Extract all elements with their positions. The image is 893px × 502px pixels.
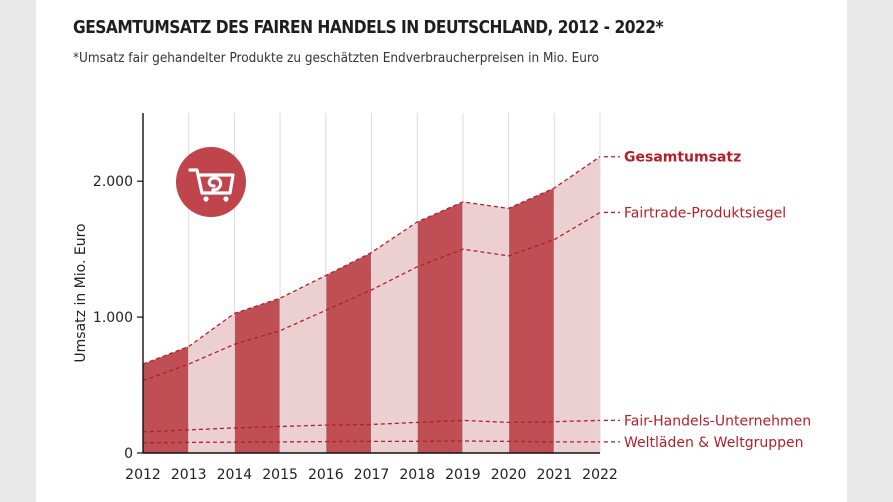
x-tick-label: 2017: [354, 467, 390, 483]
y-tick-label: 0: [124, 446, 133, 462]
series-label-1: Fairtrade-Produktsiegel: [624, 205, 786, 221]
x-tick-label: 2012: [125, 467, 161, 483]
series-label-2: Fair-Handels-Unternehmen: [624, 413, 811, 429]
area-band-2021-2022: [554, 156, 600, 453]
y-tick-label: 1.000: [93, 310, 133, 326]
chart-title: GESAMTUMSATZ DES FAIREN HANDELS IN DEUTS…: [73, 17, 664, 38]
x-tick-label: 2019: [445, 467, 481, 483]
x-tick-label: 2018: [399, 467, 435, 483]
series-label-3: Weltläden & Weltgruppen: [624, 435, 803, 451]
x-tick-label: 2014: [217, 467, 253, 483]
area-band-2019-2020: [462, 201, 509, 453]
area-band-2018-2019: [417, 201, 463, 453]
chart-subtitle: *Umsatz fair gehandelter Produkte zu ges…: [73, 51, 600, 66]
area-band-2015-2016: [280, 275, 326, 453]
area-band-2020-2021: [508, 187, 555, 453]
series-label-0: Gesamtumsatz: [624, 150, 741, 166]
series-line-3: [142, 440, 600, 444]
x-tick-label: 2015: [262, 467, 298, 483]
area-band-2016-2017: [325, 252, 372, 453]
x-tick-label: 2016: [308, 467, 344, 483]
x-tick-label: 2020: [491, 467, 527, 483]
area-band-2013-2014: [188, 313, 235, 453]
area-band-2017-2018: [371, 221, 418, 453]
area-band-2014-2015: [234, 298, 281, 453]
y-axis-label: Umsatz in Mio. Euro: [73, 223, 89, 362]
shopping-cart-icon: [176, 147, 246, 217]
y-tick-label: 2.000: [93, 174, 133, 190]
area-band-2012-2013: [143, 346, 189, 453]
series-line-2: [142, 419, 601, 433]
x-tick-label: 2021: [536, 467, 572, 483]
x-tick-label: 2022: [582, 467, 618, 483]
x-tick-label: 2013: [171, 467, 207, 483]
